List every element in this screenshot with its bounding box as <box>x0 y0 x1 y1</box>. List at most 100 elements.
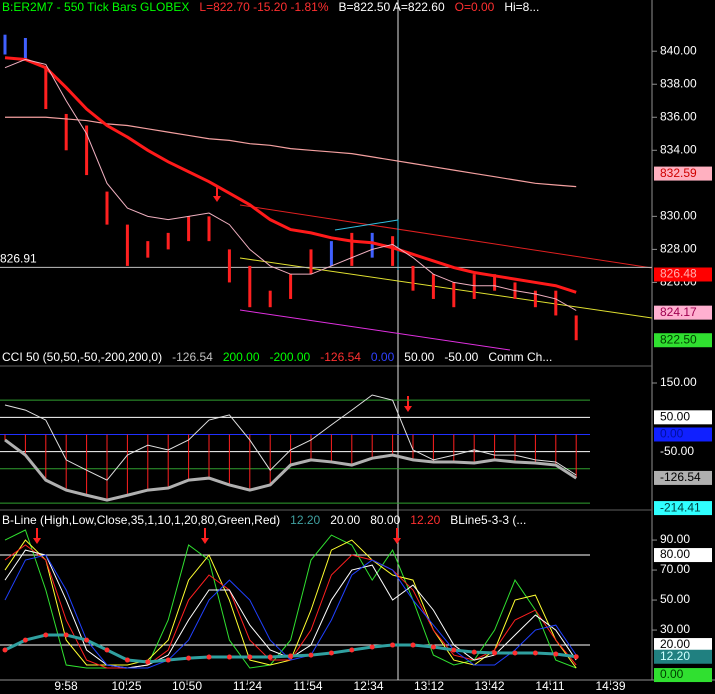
time-label: 11:24 <box>233 679 262 693</box>
value-box-label: 826.48 <box>660 267 697 281</box>
price-bar <box>350 232 354 266</box>
value-box-label: 832.59 <box>660 166 697 180</box>
indicator-dot <box>390 642 396 648</box>
trend-line <box>239 257 653 319</box>
price-bar <box>248 265 252 308</box>
y-tick-label: 840.00 <box>660 43 697 57</box>
y-tick-label: 828.00 <box>660 242 697 256</box>
price-bar <box>105 191 109 225</box>
indicator-dot <box>124 657 130 663</box>
panel-header: -126.54 <box>172 350 213 364</box>
value-box-label: 824.17 <box>660 305 697 319</box>
time-label: 9:58 <box>54 679 78 693</box>
price-bar <box>166 232 170 250</box>
y-tick-label: 90.00 <box>660 532 690 546</box>
y-tick-label: 70.00 <box>660 562 690 576</box>
indicator-dot <box>247 654 253 660</box>
indicator-line <box>4 394 577 481</box>
indicator-dot <box>226 654 232 660</box>
indicator-dot <box>186 655 192 661</box>
panel-header: 80.00 <box>370 513 400 527</box>
panel-header: O=0.00 <box>455 0 495 14</box>
value-box-label: 50.00 <box>660 409 690 423</box>
y-tick-label: 150.00 <box>660 375 697 389</box>
indicator-line <box>4 554 577 669</box>
price-bar <box>85 125 89 176</box>
price-bar <box>391 236 395 266</box>
price-bar <box>3 34 7 55</box>
value-box <box>654 470 712 485</box>
price-bar <box>370 232 374 258</box>
price-bar <box>207 216 211 242</box>
time-label: 14:39 <box>595 679 625 693</box>
indicator-dot <box>328 650 334 656</box>
panel-header: B=822.50 A=822.60 <box>339 0 445 14</box>
panel-header: -200.00 <box>270 350 311 364</box>
panel-header: CCI 50 (50,50,-50,-200,200,0) <box>2 350 162 364</box>
value-box <box>654 410 712 425</box>
indicator-dot <box>165 657 171 663</box>
price-bar <box>146 241 150 258</box>
panel-header: 12.20 <box>290 513 320 527</box>
price-bar <box>44 67 48 110</box>
value-box-label: -50.00 <box>660 444 694 458</box>
indicator-dot <box>471 649 477 655</box>
price-bar <box>64 113 68 151</box>
price-bar <box>227 249 231 283</box>
panel-header: B:ER2M7 - 550 Tick Bars GLOBEX <box>2 0 189 14</box>
value-box <box>654 501 712 516</box>
indicator-dot <box>84 637 90 643</box>
drawing-line <box>334 219 399 270</box>
indicator-dot <box>104 647 110 653</box>
arrows <box>33 186 412 544</box>
indicator-line <box>4 58 577 311</box>
indicator-dot <box>22 637 28 643</box>
indicator-line <box>5 116 577 188</box>
price-bar <box>125 224 129 266</box>
panel-header: 0.00 <box>371 350 395 364</box>
panel-header: Comm Ch... <box>488 350 552 364</box>
price-bar <box>289 274 293 299</box>
indicator-dot <box>553 651 559 657</box>
time-label: 13:12 <box>414 679 444 693</box>
price-bar <box>411 265 415 291</box>
indicator-dot <box>573 654 579 660</box>
signal-arrow <box>213 186 221 202</box>
time-label: 10:25 <box>111 679 141 693</box>
time-label: 14:11 <box>535 679 564 693</box>
price-bar <box>452 282 456 308</box>
indicator-dot <box>288 653 294 659</box>
signal-arrow <box>393 528 401 544</box>
y-tick-label: 50.00 <box>660 592 690 606</box>
price-bar <box>533 290 537 308</box>
value-box <box>654 267 712 282</box>
indicator-dot <box>43 632 49 638</box>
panel-header: L=822.70 -15.20 -1.81% <box>199 0 328 14</box>
price-bar <box>309 249 313 275</box>
indicator-dot <box>206 654 212 660</box>
indicator-dot <box>410 642 416 648</box>
panel-header: B-Line (High,Low,Close,35,1,10,1,20,80,G… <box>2 513 280 527</box>
price-bar <box>431 274 435 299</box>
y-tick-label: 834.00 <box>660 142 697 156</box>
indicator-dot <box>369 644 375 650</box>
indicator-dot <box>63 632 69 638</box>
indicator-line <box>4 438 578 502</box>
panel-header: 12.20 <box>410 513 440 527</box>
value-box <box>654 166 712 181</box>
trend-line <box>239 309 511 351</box>
panel-header: BLine5-3-3 (... <box>450 513 526 527</box>
indicator-dot <box>349 647 355 653</box>
panel-header: 20.00 <box>330 513 360 527</box>
panel-header: 200.00 <box>223 350 260 364</box>
value-box <box>654 638 712 653</box>
value-box-label: 80.00 <box>660 547 690 561</box>
value-box-label: -214.41 <box>660 500 701 514</box>
y-tick-label: 30.00 <box>660 622 690 636</box>
value-box <box>654 649 712 664</box>
signal-arrow <box>201 528 209 544</box>
value-box-label: 12.20 <box>660 649 690 663</box>
time-label: 11:54 <box>293 679 322 693</box>
value-box <box>654 333 712 348</box>
